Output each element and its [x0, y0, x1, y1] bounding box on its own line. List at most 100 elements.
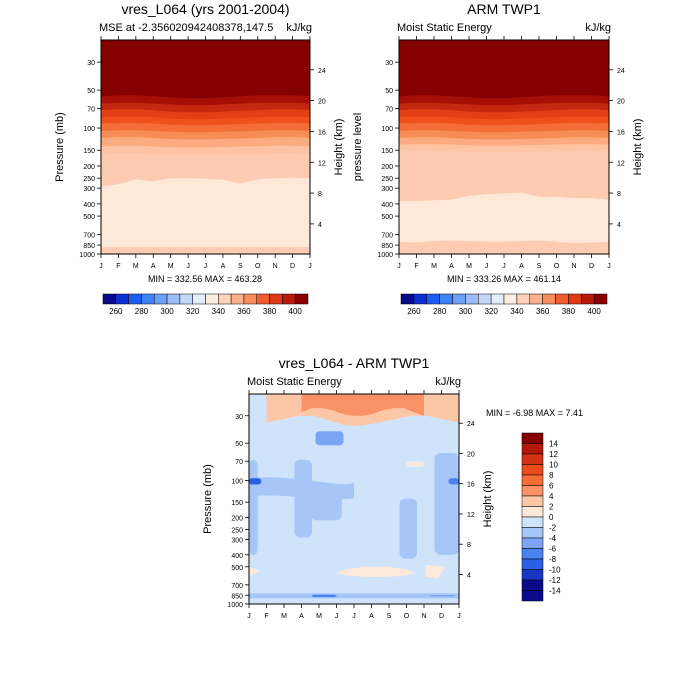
diff-region-surface-minus8 [312, 594, 337, 598]
colorbar-label: 320 [484, 307, 498, 316]
x-tick-label: M [431, 263, 437, 270]
colorbar-box [521, 443, 544, 455]
diff-region-minus10 [249, 478, 262, 485]
y2-tick-label: 20 [318, 99, 326, 106]
panel-observation: 30 50 70 100 150 200 250 300 400 500 700 850 1000 J F M… [352, 1, 644, 316]
colorbar-label: 260 [109, 307, 123, 316]
colorbar-box [521, 579, 544, 591]
y2-tick-label: 8 [318, 191, 322, 198]
colorbar-label: 260 [407, 307, 421, 316]
y-tick-label: 300 [83, 186, 95, 193]
x-tick-label: D [439, 613, 444, 620]
contour-band-surface [399, 240, 609, 254]
y2-tick-label: 8 [617, 191, 621, 198]
colorbar-label: 400 [587, 307, 601, 316]
y-tick-label: 1000 [377, 252, 393, 259]
y-axis-title: Pressure (mb) [54, 112, 66, 182]
contour-band-460 [101, 40, 310, 50]
diff-patch-lower-warm [336, 566, 416, 577]
x-tick-label: J [457, 613, 461, 620]
colorbar-box [521, 495, 544, 507]
diff-region-minus4-3 [434, 452, 459, 555]
y2-tick-label: 12 [467, 512, 475, 519]
left-string: Moist Static Energy [247, 376, 342, 388]
y-tick-label: 850 [83, 243, 95, 250]
y2-tick-label: 8 [467, 542, 471, 549]
x-tick-label: J [247, 613, 251, 620]
colorbar-label: -12 [549, 576, 561, 585]
colorbar-box [521, 569, 544, 581]
x-tick-label: S [387, 613, 392, 620]
y-tick-label: 400 [381, 202, 393, 209]
x-tick-label: M [133, 263, 139, 270]
colorbar-box [521, 527, 544, 539]
colorbar-label: 380 [562, 307, 576, 316]
diff-region-minus4-4 [310, 492, 342, 521]
y2-axis-title: Height (km) [632, 119, 644, 176]
x-tick-label: O [404, 613, 410, 620]
colorbar-box [521, 453, 544, 465]
colorbar-label: 4 [549, 492, 554, 501]
colorbar-label: 0 [549, 513, 554, 522]
y-tick-label: 250 [381, 176, 393, 183]
colorbar-label: -4 [549, 534, 557, 543]
y-tick-label: 500 [381, 214, 393, 221]
colorbar-box [478, 293, 492, 305]
chart-title: vres_L064 (yrs 2001-2004) [121, 1, 289, 17]
y-tick-label: 200 [381, 164, 393, 171]
colorbar-box [521, 558, 544, 570]
y2-tick-label: 4 [318, 222, 322, 229]
y-axis-title: Pressure (mb) [202, 464, 214, 534]
colorbar-box [521, 474, 544, 486]
chart-title: vres_L064 - ARM TWP1 [279, 355, 430, 371]
colorbar-label: 300 [160, 307, 174, 316]
y-tick-label: 150 [83, 148, 95, 155]
colorbar-box [568, 293, 582, 305]
colorbar-box [529, 293, 543, 305]
units-label: kJ/kg [286, 22, 312, 34]
x-tick-label: J [502, 263, 506, 270]
colorbar-label: 280 [433, 307, 447, 316]
x-tick-label: O [255, 263, 261, 270]
diff-patch-70mb [406, 461, 424, 468]
x-tick-label: O [554, 263, 560, 270]
y2-tick-label: 20 [617, 99, 625, 106]
colorbar-box [490, 293, 505, 305]
colorbar-box [243, 293, 257, 305]
y-tick-label: 700 [83, 232, 95, 239]
x-tick-label: A [369, 613, 374, 620]
x-tick-label: J [607, 263, 611, 270]
y2-tick-label: 12 [318, 160, 326, 167]
x-tick-label: J [186, 263, 190, 270]
y-tick-label: 400 [83, 202, 95, 209]
y2-tick-label: 4 [467, 572, 471, 579]
colorbar-box [205, 293, 219, 305]
x-tick-label: M [281, 613, 287, 620]
colorbar-label: -10 [549, 566, 561, 575]
diff-patch-left [249, 566, 260, 577]
colorbar-box [521, 537, 544, 549]
colorbar-box [294, 293, 309, 305]
y-tick-label: 500 [83, 214, 95, 221]
y-tick-label: 70 [87, 107, 95, 114]
colorbar-label: -2 [549, 524, 557, 533]
colorbar-label: 340 [212, 307, 226, 316]
y2-axis-title: Height (km) [482, 471, 494, 528]
y-tick-label: 70 [385, 107, 393, 114]
colorbar-box [179, 293, 193, 305]
colorbar-box [269, 293, 283, 305]
colorbar-box [521, 516, 544, 528]
x-tick-label: F [414, 263, 418, 270]
colorbar-box [521, 485, 544, 497]
units-label: kJ/kg [585, 22, 611, 34]
x-tick-label: M [168, 263, 174, 270]
diff-band-surface-cool [249, 593, 459, 599]
diff-region-surface-minus6 [429, 594, 456, 597]
y-tick-label: 50 [385, 88, 393, 95]
y-tick-label: 1000 [227, 602, 243, 609]
colorbar-box [282, 293, 296, 305]
diff-region-minus6 [315, 431, 344, 446]
colorbar-box [516, 293, 530, 305]
y-tick-label: 300 [381, 186, 393, 193]
